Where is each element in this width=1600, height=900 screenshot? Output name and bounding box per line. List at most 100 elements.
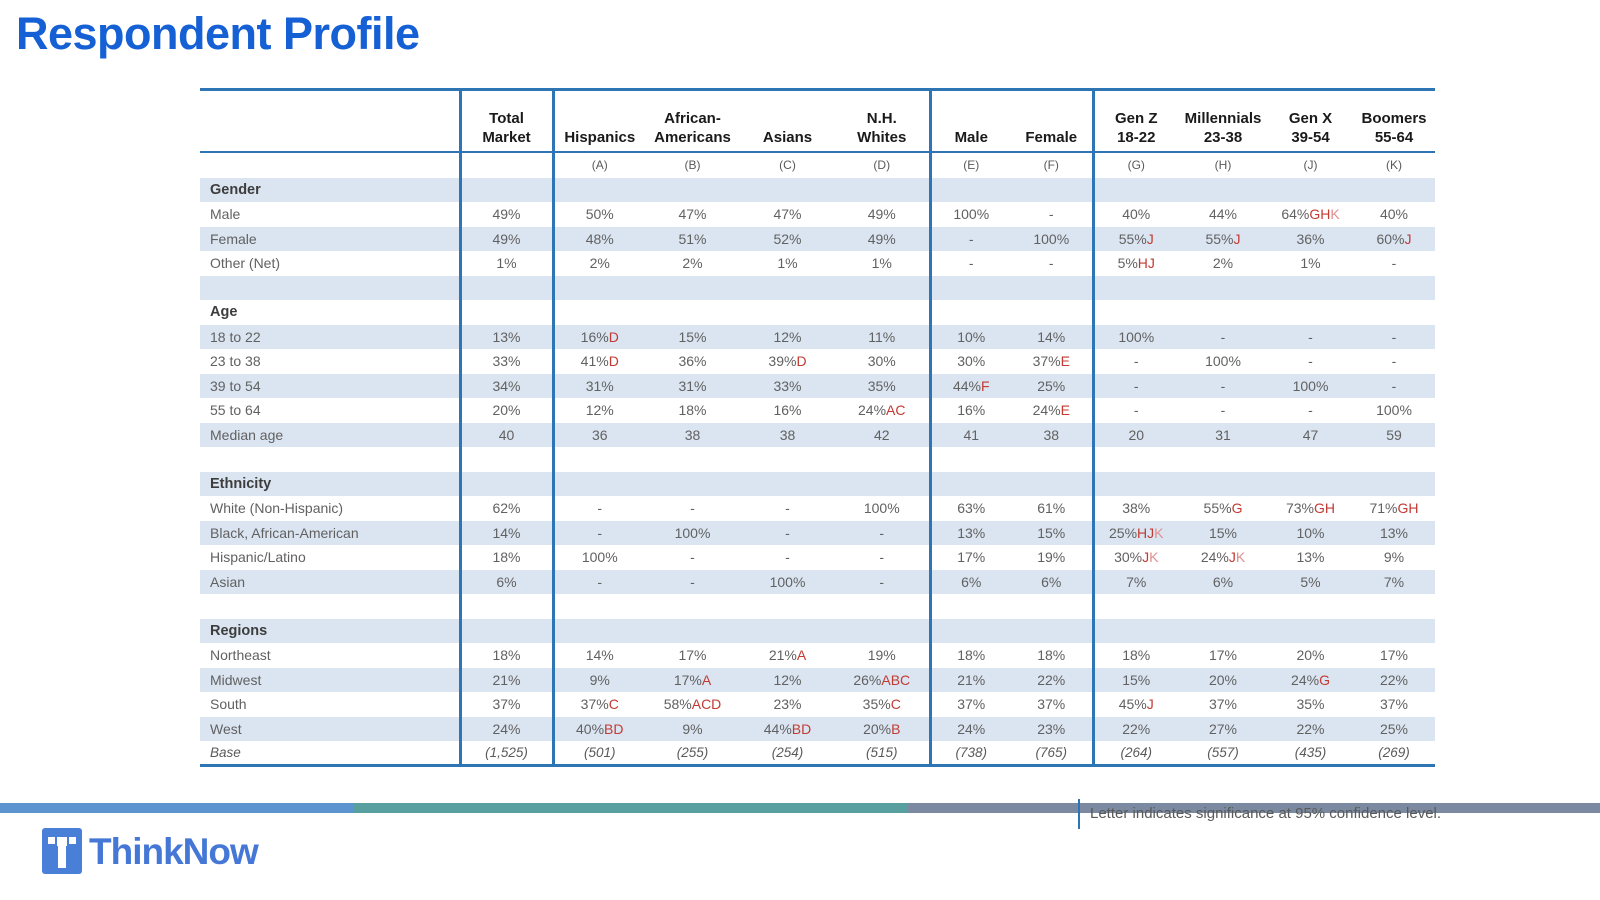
cell-nh_whites <box>835 178 930 203</box>
significance-letters-light: K <box>1154 524 1164 541</box>
cell-value: 33% <box>492 353 521 370</box>
cell-nh_whites: 30% <box>835 349 930 374</box>
spacer-row <box>200 447 1435 472</box>
table-row-female: Female 49% 48% 51% 52% 49% -100% 55%J 55%J 36% 60%… <box>200 226 1435 252</box>
cell-value: (765) <box>1035 745 1067 760</box>
cell-value: 48% <box>585 230 614 247</box>
cell-value: 15% <box>1037 524 1066 541</box>
cell-value: 16% <box>773 402 802 419</box>
section-label: Ethnicity <box>210 475 272 492</box>
row-label: 18 to 22 <box>210 328 261 345</box>
cell-nh_whites: 11% <box>835 325 930 350</box>
cell-hispanics: - <box>551 520 645 545</box>
cell-gen_x: 35% <box>1268 692 1353 717</box>
cell-asians: 44%BD <box>740 717 835 742</box>
column-letter-gen_z: (G) <box>1091 151 1178 178</box>
cell-value: 20% <box>492 402 521 419</box>
cell-female: 37%E <box>1011 349 1093 374</box>
row-label: South <box>210 696 247 713</box>
cell-gen_x: 13% <box>1268 545 1353 570</box>
cell-value: 5% <box>1117 255 1138 272</box>
cell-value: 25% <box>1037 377 1066 394</box>
cell-gen_z <box>1091 177 1178 202</box>
cell-value: 37% <box>1032 353 1061 370</box>
cell-value: 37% <box>1208 696 1238 713</box>
cell-value: - <box>1308 328 1313 345</box>
cell-value: 25% <box>1109 524 1138 541</box>
cell-millennials <box>1178 300 1268 325</box>
cell-value: 18% <box>492 549 521 566</box>
table-row-55-to-64: 55 to 64 20% 12% 18% 16% 24%AC 16% 24%E - - -100% <box>200 398 1435 423</box>
cell-female <box>1011 472 1093 497</box>
cell-value: - <box>1048 206 1054 223</box>
cell-african_americans: 15% <box>645 325 740 350</box>
cell-asians: 39%D <box>740 349 835 374</box>
cell-value: - <box>1391 255 1397 272</box>
cell-value: 17% <box>1379 647 1409 664</box>
cell-value: 6% <box>1212 573 1234 590</box>
cell-african_americans: 58%ACD <box>645 692 740 717</box>
cell-value: - <box>785 524 790 541</box>
bar-segment-teal <box>353 803 908 813</box>
cell-value: (515) <box>865 745 898 760</box>
cell-gen_z: 45%J <box>1091 692 1178 717</box>
cell-value: 30% <box>1114 549 1143 566</box>
cell-male: 63% <box>928 496 1011 521</box>
cell-value: 55% <box>1118 230 1147 247</box>
cell-gen_z: 40% <box>1091 202 1178 227</box>
cell-value: 12% <box>773 328 802 345</box>
section-label: Gender <box>210 181 261 198</box>
cell-total_market <box>458 300 553 325</box>
cell-total_market <box>458 594 553 619</box>
column-header-hispanics: Hispanics <box>551 89 645 153</box>
row-label: Other (Net) <box>210 255 281 272</box>
cell-hispanics <box>551 447 645 472</box>
cell-male: 100% <box>928 202 1011 227</box>
cell-value: 35% <box>1296 696 1325 713</box>
cell-boomers <box>1353 594 1435 619</box>
section-row-ethnicity: Ethnicity <box>200 471 1435 497</box>
cell-nh_whites: - <box>835 521 930 546</box>
cell-value: 59 <box>1386 426 1402 443</box>
cell-value: - <box>597 524 603 541</box>
cell-nh_whites: 100% <box>835 496 930 521</box>
table-row-black-african-american: Black, African-American 14% - 100% - - 13% 15% 2… <box>200 520 1435 546</box>
cell-nh_whites: 26%ABC <box>835 668 930 693</box>
cell-male: 30% <box>928 349 1011 374</box>
cell-value: 49% <box>492 206 521 223</box>
cell-millennials: - <box>1178 398 1268 423</box>
bar-segment-slate <box>908 803 1600 813</box>
table-row-base: Base (1,525) (501) (255) (254) (515) (738) (765… <box>200 741 1435 766</box>
cell-boomers: 40% <box>1353 202 1435 227</box>
cell-gen_x: 1% <box>1268 251 1353 276</box>
cell-male: 21% <box>928 667 1011 692</box>
cell-millennials: 20% <box>1178 668 1268 693</box>
cell-value: 37% <box>1037 696 1066 713</box>
cell-value: 1% <box>496 255 517 272</box>
cell-total_market: 13% <box>458 324 553 349</box>
cell-total_market <box>458 618 553 643</box>
cell-nh_whites: 35% <box>835 374 930 399</box>
column-header-female: Female <box>1011 89 1093 153</box>
cell-total_market: 21% <box>458 667 553 692</box>
cell-nh_whites: (515) <box>835 741 930 766</box>
cell-asians: - <box>740 496 835 521</box>
cell-asians: 1% <box>740 251 835 276</box>
cell-total_market: 34% <box>458 373 553 398</box>
cell-gen_x: (435) <box>1268 741 1353 766</box>
cell-millennials: 55%J <box>1178 227 1268 252</box>
cell-value: 36% <box>1296 230 1325 247</box>
cell-total_market: 49% <box>458 202 553 227</box>
cell-value: 24% <box>1200 549 1229 566</box>
cell-millennials <box>1178 619 1268 644</box>
section-row-gender: Gender <box>200 177 1435 203</box>
cell-gen_x: 73%GH <box>1268 496 1353 521</box>
cell-millennials <box>1178 447 1268 472</box>
cell-boomers <box>1353 300 1435 325</box>
cell-gen_x: 64%GHK <box>1268 202 1353 227</box>
cell-value: 37% <box>492 696 521 713</box>
column-header-total_market: Total Market <box>458 89 553 153</box>
cell-gen_x: 20% <box>1268 643 1353 668</box>
cell-value: 36 <box>591 426 608 443</box>
